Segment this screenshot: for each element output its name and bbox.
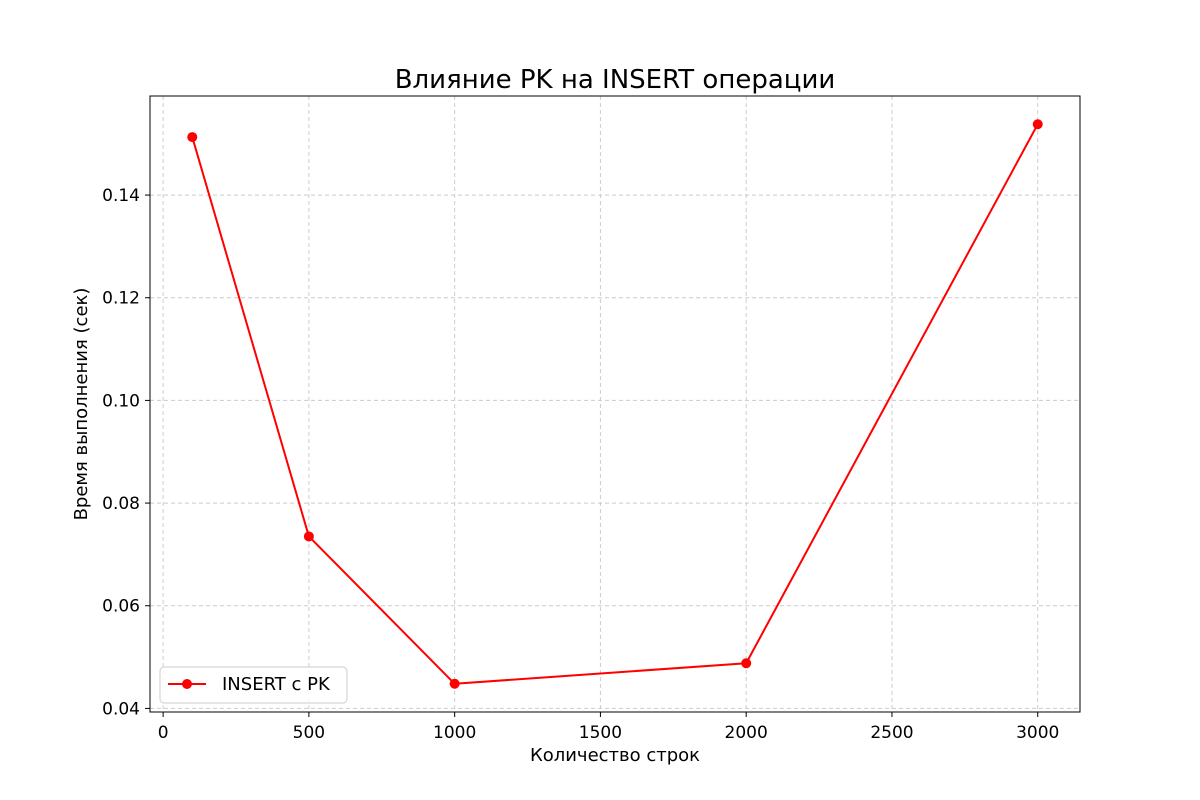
data-point (187, 132, 198, 143)
x-tick-label: 500 (293, 723, 325, 743)
grid (150, 96, 1080, 712)
legend: INSERT с PK (159, 666, 348, 704)
data-point (303, 531, 314, 542)
chart-title: Влияние PK на INSERT операции (395, 65, 836, 95)
x-tick-label: 3000 (1016, 723, 1059, 743)
y-tick-label: 0.14 (102, 186, 140, 206)
series-layer (187, 119, 1043, 689)
data-point (741, 658, 752, 669)
y-tick-label: 0.12 (102, 289, 140, 309)
y-tick-label: 0.08 (102, 494, 140, 514)
x-tick-label: 1000 (433, 723, 476, 743)
data-point (449, 678, 460, 689)
y-tick-label: 0.04 (102, 699, 140, 719)
x-tick-label: 2500 (870, 723, 913, 743)
legend-marker-swatch (182, 679, 192, 689)
x-tick-label: 0 (158, 723, 169, 743)
x-tick-label: 1500 (579, 723, 622, 743)
axis-ticks: 0 500 1000 1500 2000 2500 3000 0.04 0.06 0.08 0.10… (102, 186, 1059, 743)
data-point (1032, 119, 1043, 130)
x-axis-label: Количество строк (530, 745, 700, 766)
y-axis-label: Время выполнения (сек) (71, 288, 92, 521)
y-tick-label: 0.06 (102, 597, 140, 617)
legend-box (159, 666, 348, 704)
plot-frame (149, 95, 1081, 713)
legend-label: INSERT с PK (222, 674, 331, 695)
x-tick-label: 2000 (725, 723, 768, 743)
y-tick-label: 0.10 (102, 391, 140, 411)
